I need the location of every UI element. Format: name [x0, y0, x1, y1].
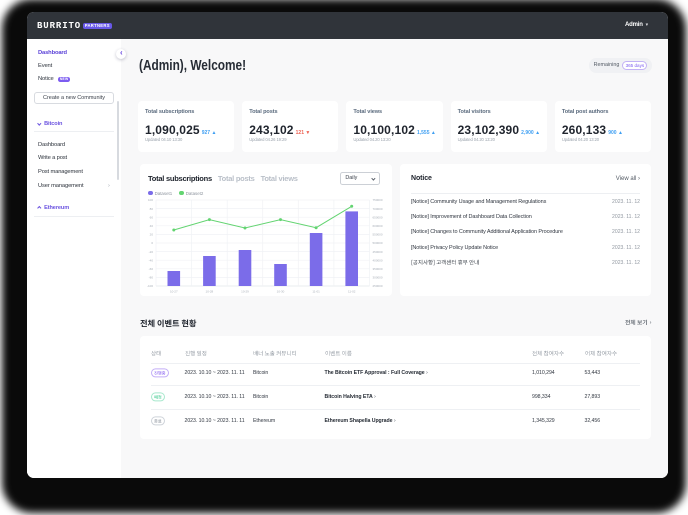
svg-text:500000: 500000: [373, 241, 383, 245]
svg-text:550000: 550000: [373, 233, 383, 237]
svg-text:20: 20: [150, 233, 154, 237]
svg-text:0: 0: [151, 241, 153, 245]
svg-text:11-02: 11-02: [348, 290, 356, 294]
svg-text:-60: -60: [149, 267, 154, 271]
svg-text:80: 80: [150, 207, 154, 211]
svg-text:300000: 300000: [373, 276, 383, 280]
svg-text:350000: 350000: [373, 267, 383, 271]
svg-text:750000: 750000: [373, 198, 383, 202]
svg-text:450000: 450000: [373, 250, 383, 254]
svg-text:-100: -100: [147, 284, 153, 288]
svg-text:400000: 400000: [373, 258, 383, 262]
svg-text:250000: 250000: [373, 284, 383, 288]
svg-text:600000: 600000: [373, 224, 383, 228]
svg-text:60: 60: [150, 215, 154, 219]
svg-text:11-01: 11-01: [312, 290, 320, 294]
svg-text:100: 100: [148, 198, 153, 202]
svg-text:40: 40: [150, 224, 154, 228]
svg-text:-20: -20: [149, 250, 154, 254]
svg-text:650000: 650000: [373, 215, 383, 219]
svg-text:10-27: 10-27: [170, 290, 178, 294]
svg-text:10-28: 10-28: [206, 290, 214, 294]
svg-text:-40: -40: [149, 258, 154, 262]
svg-text:10-29: 10-29: [241, 290, 249, 294]
svg-text:-80: -80: [149, 276, 154, 280]
svg-text:10-30: 10-30: [277, 290, 285, 294]
svg-text:700000: 700000: [373, 207, 383, 211]
